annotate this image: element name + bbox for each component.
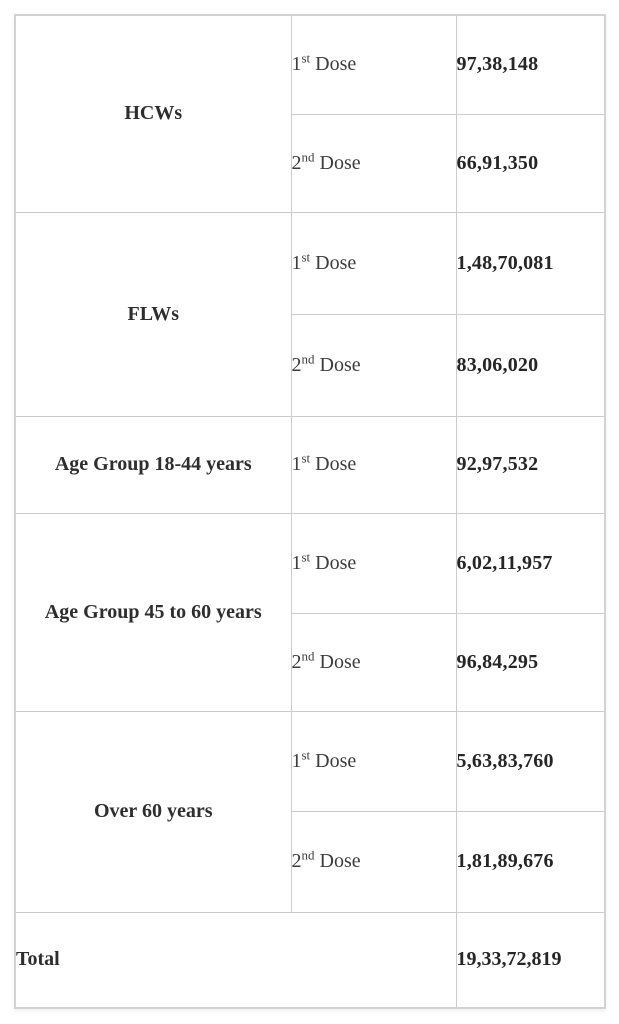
group-label-flws: FLWs bbox=[14, 211, 292, 417]
table-row: 2nd Dose 96,84,295 bbox=[15, 612, 606, 712]
dose-ordinal: 1st bbox=[291, 50, 311, 76]
ordinal-suffix: st bbox=[301, 248, 311, 264]
table-row: 2nd Dose 1,81,89,676 bbox=[15, 810, 606, 913]
dose-label-cell: 1st Dose bbox=[290, 211, 457, 315]
table-row: 2nd Dose 66,91,350 bbox=[15, 113, 606, 213]
dose-word: Dose bbox=[319, 151, 361, 174]
dose-word: Dose bbox=[315, 53, 357, 76]
dose-label-cell: 1st Dose bbox=[290, 512, 457, 614]
dose-word: Dose bbox=[319, 850, 361, 872]
dose-ordinal: 1st bbox=[291, 248, 311, 274]
table-row: HCWs 1st Dose 97,38,148 bbox=[14, 14, 606, 213]
vaccination-table-container: HCWs 1st Dose 97,38,148 2nd Dose 66,91,350… bbox=[14, 14, 606, 1009]
dose-value-cell: 96,84,295 bbox=[455, 612, 606, 712]
ordinal-suffix: st bbox=[301, 50, 311, 66]
dose-value-cell: 1,48,70,081 bbox=[455, 211, 606, 315]
dose-label-cell: 1st Dose bbox=[290, 710, 457, 812]
dose-ordinal: 1st bbox=[291, 548, 311, 574]
table-row: Over 60 years 1st Dose 5,63,83,760 bbox=[14, 710, 606, 913]
ordinal-suffix: nd bbox=[301, 148, 315, 164]
dose-word: Dose bbox=[315, 251, 357, 274]
total-value: 19,33,72,819 bbox=[455, 911, 606, 1009]
dose-value-cell: 5,63,83,760 bbox=[455, 710, 606, 812]
vaccination-table: HCWs 1st Dose 97,38,148 2nd Dose 66,91,350… bbox=[14, 14, 606, 1009]
dose-word: Dose bbox=[319, 353, 361, 376]
dose-word: Dose bbox=[315, 551, 357, 574]
group-label-18-44: Age Group 18-44 years bbox=[14, 415, 292, 514]
group-label-hcws: HCWs bbox=[14, 14, 292, 213]
dose-value-cell: 92,97,532 bbox=[455, 415, 606, 514]
ordinal-suffix: st bbox=[301, 450, 311, 466]
dose-value-cell: 97,38,148 bbox=[455, 14, 606, 115]
ordinal-suffix: st bbox=[301, 746, 311, 762]
dose-label-cell: 2nd Dose bbox=[290, 113, 457, 213]
dose-ordinal: 2nd bbox=[291, 847, 315, 872]
dose-label-cell: 1st Dose bbox=[290, 415, 457, 514]
dose-word: Dose bbox=[315, 453, 357, 475]
ordinal-suffix: nd bbox=[301, 350, 315, 366]
dose-ordinal: 2nd bbox=[291, 350, 315, 376]
table-row: 2nd Dose 83,06,020 bbox=[15, 313, 606, 417]
ordinal-suffix: nd bbox=[301, 647, 315, 663]
dose-ordinal: 2nd bbox=[291, 647, 315, 673]
ordinal-suffix: st bbox=[301, 548, 311, 564]
dose-word: Dose bbox=[315, 749, 357, 772]
dose-label-cell: 2nd Dose bbox=[290, 612, 457, 712]
dose-label-cell: 2nd Dose bbox=[290, 313, 457, 417]
dose-label-cell: 1st Dose bbox=[290, 14, 457, 115]
table-row: FLWs 1st Dose 1,48,70,081 bbox=[14, 211, 606, 417]
dose-ordinal: 2nd bbox=[291, 148, 315, 174]
group-label-over-60: Over 60 years bbox=[14, 710, 292, 913]
total-label: Total bbox=[14, 911, 457, 1009]
dose-value-cell: 6,02,11,957 bbox=[455, 512, 606, 614]
group-label-45-60: Age Group 45 to 60 years bbox=[14, 512, 292, 712]
dose-label-cell: 2nd Dose bbox=[290, 810, 457, 913]
table-row: Age Group 18-44 years 1st Dose 92,97,532 bbox=[14, 415, 606, 514]
total-row: Total 19,33,72,819 bbox=[14, 911, 606, 1009]
table-row: Age Group 45 to 60 years 1st Dose 6,02,11… bbox=[14, 512, 606, 712]
dose-word: Dose bbox=[319, 650, 361, 673]
dose-ordinal: 1st bbox=[291, 450, 311, 475]
dose-ordinal: 1st bbox=[291, 746, 311, 772]
ordinal-suffix: nd bbox=[301, 847, 315, 863]
dose-value-cell: 66,91,350 bbox=[455, 113, 606, 213]
dose-value-cell: 1,81,89,676 bbox=[455, 810, 606, 913]
dose-value-cell: 83,06,020 bbox=[455, 313, 606, 417]
